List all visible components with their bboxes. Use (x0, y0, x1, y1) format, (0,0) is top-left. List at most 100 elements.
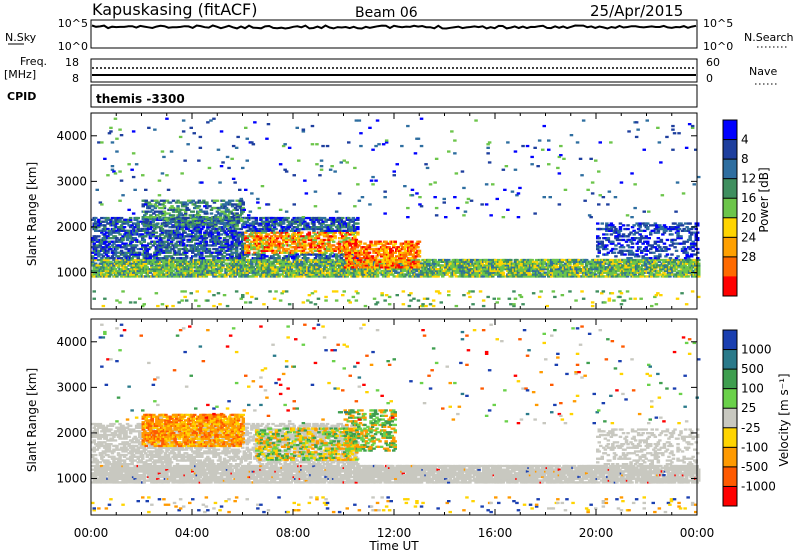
beam-label: Beam 06 (355, 5, 418, 21)
power-cell (113, 268, 118, 271)
power-cell (407, 273, 412, 276)
power-cell (304, 262, 309, 265)
power-cell (339, 257, 343, 260)
power-cell (500, 260, 504, 263)
power-cell (331, 275, 336, 278)
power-cell (147, 269, 151, 273)
power-cell (466, 262, 471, 265)
power-cell (287, 260, 292, 263)
power-cell (204, 237, 209, 240)
power-cell (566, 271, 571, 274)
power-cell (248, 222, 253, 225)
power-cell (171, 269, 175, 273)
power-cell (209, 269, 213, 273)
power-cell (421, 268, 425, 271)
power-cell (148, 231, 153, 234)
power-cell (394, 269, 398, 273)
power-cell (91, 260, 95, 263)
power-cell (116, 255, 121, 258)
power-cell (541, 268, 545, 271)
power-cell (527, 269, 531, 273)
power-cell (301, 268, 306, 271)
power-cell (419, 262, 424, 265)
power-cell (365, 273, 369, 276)
power-cell (327, 262, 331, 265)
power-cell (512, 275, 516, 278)
power-cell (351, 260, 356, 263)
power-cell (447, 258, 451, 262)
power-cell (447, 269, 451, 273)
power-cell (201, 269, 206, 273)
power-cell (154, 262, 159, 265)
power-cell (144, 264, 148, 267)
power-cell (183, 271, 187, 274)
power-cell (518, 273, 522, 276)
power-cell (454, 275, 459, 278)
power-cell (298, 258, 303, 262)
power-cell (356, 269, 360, 273)
power-cell (216, 231, 221, 234)
power-cell (213, 273, 218, 276)
power-cell (148, 260, 153, 263)
power-cell (363, 275, 368, 278)
power-cell (453, 268, 457, 271)
power-cell (507, 273, 512, 276)
power-cell (531, 269, 536, 273)
power-cell (559, 273, 563, 276)
power-cell (398, 262, 402, 265)
power-cell (122, 273, 127, 276)
power-cell (121, 266, 125, 269)
power-cell (157, 262, 162, 265)
power-cell (541, 269, 545, 273)
power-cell (148, 253, 153, 256)
power-cell (98, 268, 103, 271)
power-cell (509, 269, 513, 273)
power-cell (241, 260, 245, 263)
power-cell (230, 273, 234, 276)
power-cell (557, 269, 562, 273)
power-cell (186, 262, 190, 265)
power-cell (134, 273, 139, 276)
power-cell (122, 264, 127, 267)
power-cell (225, 257, 230, 260)
power-cell (563, 262, 568, 265)
power-cell (298, 262, 303, 265)
power-cell (219, 269, 224, 273)
power-cell (98, 258, 103, 262)
power-cell (119, 262, 124, 265)
power-cell (375, 269, 380, 273)
power-cell (169, 268, 174, 271)
power-cell (515, 258, 519, 262)
power-cell (139, 273, 143, 276)
power-cell (377, 268, 381, 271)
power-cell (550, 275, 554, 278)
power-cell (328, 268, 333, 271)
power-cell (425, 273, 430, 276)
power-cell (218, 271, 222, 274)
power-cell (219, 262, 224, 265)
power-cell (147, 258, 151, 262)
nsky-panel (90, 19, 698, 49)
power-cell (466, 271, 471, 274)
power-cell (439, 268, 443, 271)
power-cell (460, 273, 465, 276)
power-cell (436, 262, 440, 265)
cpid-value: themis -3300 (96, 92, 185, 106)
power-cell (204, 264, 209, 267)
power-cell (557, 275, 562, 278)
power-cell (303, 264, 307, 267)
power-cell (378, 271, 383, 274)
power-cell (259, 216, 263, 220)
power-cell (457, 264, 462, 267)
power-cell (178, 247, 183, 251)
power-cell (292, 258, 296, 262)
power-cell (144, 275, 148, 278)
power-cell (224, 275, 228, 278)
power-cell (175, 260, 180, 263)
power-cell (281, 244, 286, 247)
power-cell (215, 262, 219, 265)
power-cell (103, 262, 107, 265)
power-cell (321, 220, 325, 223)
power-cell (97, 249, 101, 252)
power-cell (475, 273, 480, 276)
